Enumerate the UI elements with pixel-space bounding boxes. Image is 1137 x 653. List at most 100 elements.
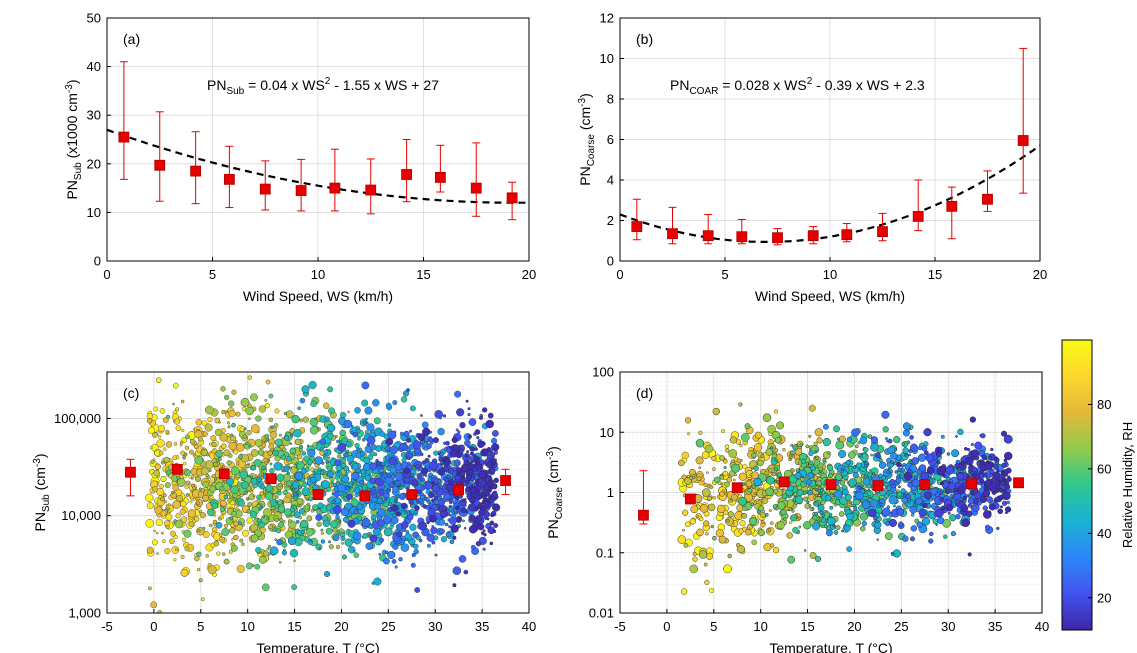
scatter-point bbox=[476, 436, 480, 440]
scatter-point bbox=[837, 438, 840, 441]
scatter-point bbox=[833, 530, 839, 535]
scatter-point bbox=[392, 400, 398, 406]
scatter-point bbox=[185, 493, 190, 497]
scatter-point bbox=[894, 470, 898, 474]
mean-marker bbox=[190, 165, 202, 177]
scatter-point bbox=[448, 468, 454, 474]
mean-marker bbox=[401, 169, 413, 180]
scatter-point bbox=[319, 447, 324, 452]
scatter-point bbox=[739, 444, 743, 448]
scatter-point bbox=[444, 522, 449, 527]
scatter-point bbox=[298, 484, 302, 489]
scatter-point bbox=[160, 531, 164, 535]
scatter-point bbox=[173, 382, 179, 389]
scatter-point bbox=[870, 499, 879, 508]
scatter-point bbox=[145, 519, 154, 528]
mean-marker bbox=[154, 159, 166, 171]
scatter-point bbox=[853, 466, 856, 469]
x-tick-label: 10 bbox=[823, 267, 837, 282]
scatter-point bbox=[452, 566, 462, 575]
scatter-point bbox=[213, 540, 220, 547]
scatter-point bbox=[417, 433, 426, 441]
scatter-point bbox=[202, 531, 210, 538]
scatter-point bbox=[859, 436, 868, 445]
scatter-point bbox=[357, 437, 361, 441]
scatter-point bbox=[327, 423, 336, 433]
scatter-point bbox=[354, 407, 361, 414]
scatter-point bbox=[692, 475, 696, 480]
scatter-point bbox=[344, 538, 353, 547]
scatter-point bbox=[179, 440, 184, 445]
scatter-point bbox=[786, 532, 793, 539]
scatter-point bbox=[157, 337, 164, 344]
scatter-point bbox=[164, 548, 171, 555]
scatter-point bbox=[807, 490, 813, 496]
scatter-point bbox=[492, 458, 497, 463]
scatter-point bbox=[248, 444, 252, 448]
scatter-point bbox=[327, 433, 334, 440]
scatter-point bbox=[362, 463, 371, 471]
scatter-point bbox=[820, 517, 827, 524]
scatter-point bbox=[345, 440, 352, 447]
scatter-point bbox=[689, 564, 698, 574]
scatter-point bbox=[830, 492, 833, 496]
scatter-point bbox=[797, 516, 801, 520]
scatter-point bbox=[230, 485, 239, 494]
scatter-point bbox=[891, 553, 895, 557]
scatter-point bbox=[160, 476, 167, 482]
scatter-point bbox=[283, 411, 287, 416]
scatter-point bbox=[474, 506, 479, 511]
scatter-point bbox=[400, 502, 407, 509]
scatter-point bbox=[250, 534, 259, 543]
scatter-point bbox=[848, 478, 857, 487]
scatter-point bbox=[211, 442, 217, 447]
scatter-point bbox=[480, 451, 486, 456]
scatter-point bbox=[477, 523, 485, 531]
scatter-point bbox=[240, 481, 249, 490]
scatter-point bbox=[855, 444, 859, 449]
scatter-point bbox=[245, 464, 250, 469]
scatter-point bbox=[751, 471, 759, 480]
scatter-point bbox=[426, 543, 431, 548]
scatter-point bbox=[875, 520, 879, 524]
scatter-point bbox=[248, 417, 251, 420]
y-tick-label: 2 bbox=[607, 213, 614, 228]
scatter-point bbox=[366, 443, 370, 447]
scatter-point bbox=[385, 438, 394, 446]
scatter-point bbox=[360, 450, 366, 457]
scatter-point bbox=[698, 466, 702, 470]
scatter-point bbox=[183, 453, 188, 457]
scatter-point bbox=[185, 480, 190, 485]
scatter-point bbox=[464, 439, 471, 447]
scatter-point bbox=[860, 526, 866, 532]
scatter-point bbox=[685, 417, 691, 424]
scatter-point bbox=[709, 485, 714, 489]
scatter-point bbox=[293, 511, 301, 519]
scatter-point bbox=[943, 534, 948, 539]
scatter-point bbox=[478, 509, 485, 516]
scatter-point bbox=[809, 552, 817, 559]
scatter-point bbox=[454, 390, 462, 398]
scatter-point bbox=[193, 444, 199, 449]
scatter-point bbox=[808, 434, 812, 438]
mean-marker bbox=[736, 231, 748, 243]
mean-marker bbox=[667, 228, 678, 240]
scatter-point bbox=[277, 491, 282, 496]
scatter-point bbox=[479, 502, 483, 506]
scatter-point bbox=[828, 473, 833, 478]
scatter-point bbox=[822, 458, 827, 462]
scatter-point bbox=[868, 495, 872, 499]
fit-curve bbox=[107, 128, 529, 204]
scatter-point bbox=[782, 493, 788, 499]
scatter-point bbox=[751, 539, 757, 546]
scatter-point bbox=[792, 526, 799, 534]
scatter-point bbox=[289, 447, 297, 455]
scatter-point bbox=[789, 458, 792, 461]
scatter-point bbox=[289, 549, 299, 558]
scatter-point bbox=[246, 498, 250, 501]
scatter-point bbox=[767, 424, 776, 434]
scatter-point bbox=[301, 530, 306, 534]
scatter-point bbox=[698, 430, 703, 435]
scatter-point bbox=[146, 546, 154, 554]
scatter-point bbox=[483, 501, 491, 509]
